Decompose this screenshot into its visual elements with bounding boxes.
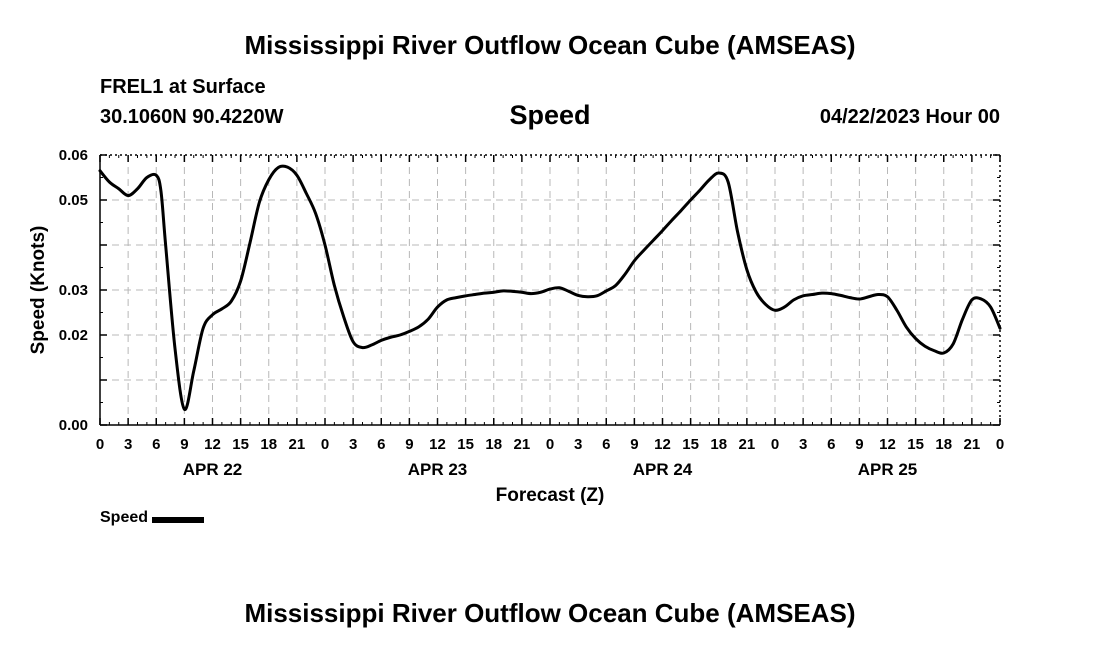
x-tick-label: 21: [739, 436, 756, 453]
x-tick-label: 12: [879, 436, 896, 453]
x-tick-label: 9: [630, 436, 638, 453]
x-tick-label: 9: [855, 436, 863, 453]
x-tick-label: 0: [546, 436, 554, 453]
x-tick-label: 15: [457, 436, 474, 453]
y-tick-label: 0.03: [59, 282, 88, 299]
x-tick-label: 6: [827, 436, 835, 453]
legend-swatch: [152, 516, 205, 523]
x-tick-label: 6: [602, 436, 610, 453]
x-tick-label: 3: [799, 436, 807, 453]
x-tick-label: 21: [964, 436, 981, 453]
y-tick-label: 0.00: [59, 417, 88, 434]
x-tick-label: 15: [682, 436, 699, 453]
day-label: APR 22: [183, 460, 243, 479]
x-tick-label: 15: [907, 436, 924, 453]
x-tick-label: 18: [485, 436, 502, 453]
x-tick-label: 0: [321, 436, 329, 453]
x-tick-label: 18: [935, 436, 952, 453]
day-label: APR 23: [408, 460, 468, 479]
y-tick-label: 0.05: [59, 192, 88, 209]
x-tick-label: 0: [996, 436, 1004, 453]
x-tick-label: 9: [405, 436, 413, 453]
x-tick-label: 0: [771, 436, 779, 453]
series-layer: [98, 164, 1002, 411]
x-tick-label: 21: [289, 436, 306, 453]
x-tick-label: 12: [654, 436, 671, 453]
legend: Speed: [100, 509, 205, 527]
y-tick-label: 0.06: [59, 147, 88, 164]
x-tick-label: 6: [377, 436, 385, 453]
timestamp-label: 04/22/2023 Hour 00: [819, 106, 1000, 128]
day-label: APR 25: [858, 460, 918, 479]
x-tick-label: 3: [349, 436, 357, 453]
y-tick-label: 0.02: [59, 327, 88, 344]
axes-layer: [99, 154, 1001, 426]
x-tick-label: 12: [204, 436, 221, 453]
x-tick-label: 18: [710, 436, 727, 453]
x-tick-label: 15: [232, 436, 249, 453]
variable-title: Speed: [509, 100, 591, 130]
legend-label: Speed: [100, 509, 149, 526]
day-label: APR 24: [633, 460, 693, 479]
x-tick-label: 9: [180, 436, 188, 453]
footer-title: Mississippi River Outflow Ocean Cube (AM…: [244, 598, 856, 628]
coordinates-label: 30.1060N 90.4220W: [100, 106, 284, 128]
x-tick-label: 3: [124, 436, 132, 453]
location-label: FREL1 at Surface: [100, 76, 266, 98]
labels-layer: 0 3 6 9 12 15 18 21 0 3 6 9 12 15 18 21 0 3 6 9 12 15 18 21 0 3 6 9…: [28, 147, 1004, 506]
x-tick-label: 0: [96, 436, 104, 453]
x-tick-label: 6: [152, 436, 160, 453]
x-axis-label: Forecast (Z): [496, 485, 605, 506]
x-tick-label: 18: [260, 436, 277, 453]
x-tick-label: 3: [574, 436, 582, 453]
chart-title: Mississippi River Outflow Ocean Cube (AM…: [244, 30, 856, 60]
y-axis-label: Speed (Knots): [28, 226, 49, 355]
x-tick-label: 21: [514, 436, 531, 453]
series-line-speed: [98, 164, 1002, 411]
x-tick-label: 12: [429, 436, 446, 453]
